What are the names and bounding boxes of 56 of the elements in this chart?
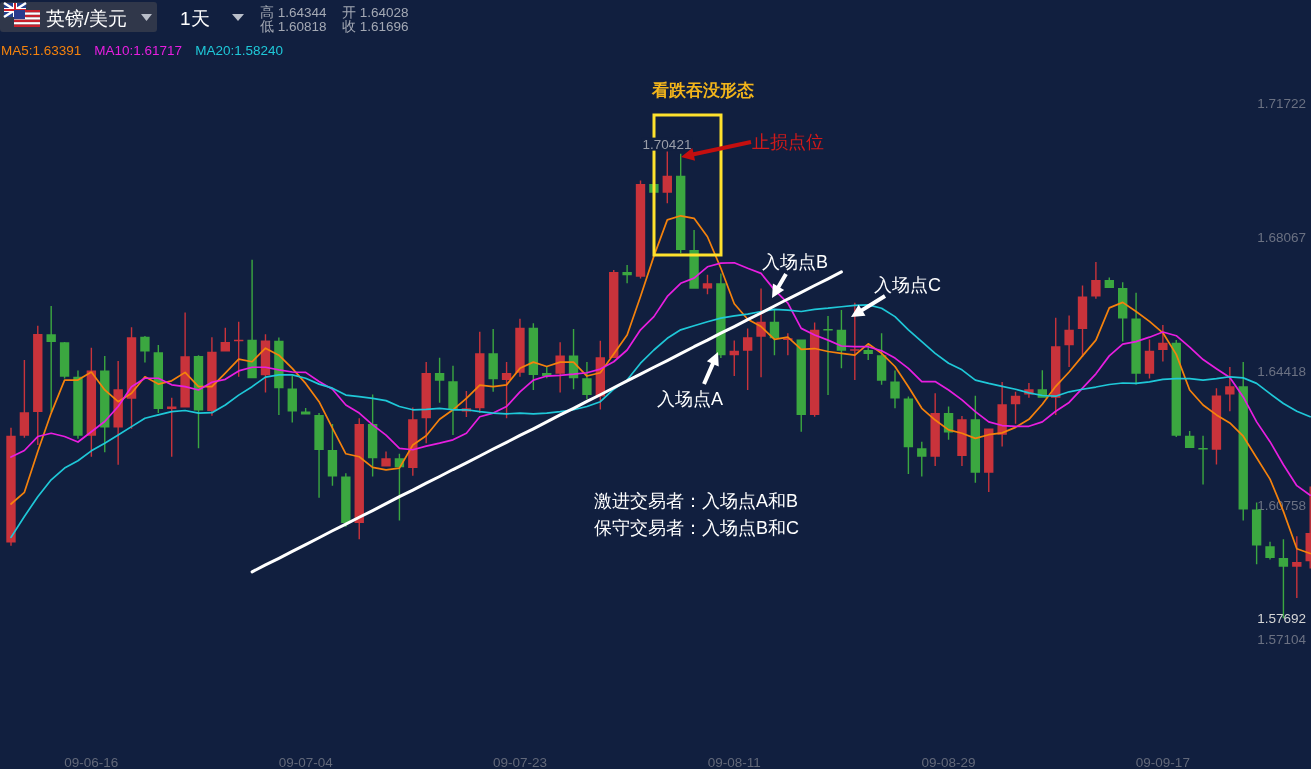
candlestick xyxy=(1091,262,1101,299)
annotation: 1.70421 xyxy=(642,136,692,152)
chart-title: 英镑/美元 xyxy=(46,8,128,29)
annotation: 激进交易者：入场点A和B xyxy=(594,491,799,511)
x-tick-label: 09-07-04 xyxy=(278,755,334,769)
candlestick xyxy=(341,473,351,527)
x-tick-label: 09-08-11 xyxy=(707,755,761,769)
candlestick xyxy=(1198,435,1208,485)
candlestick xyxy=(1265,541,1275,560)
x-tick-label: 09-08-29 xyxy=(921,755,976,769)
y-tick-label: 1.71722 xyxy=(1257,96,1306,112)
text: 看跌吞没形态 xyxy=(651,81,754,100)
candlestick xyxy=(582,362,592,400)
annotation: 入场点C xyxy=(874,275,941,295)
candlestick xyxy=(140,336,150,363)
candlestick xyxy=(890,370,900,409)
text: 收 1.61696 xyxy=(342,19,409,34)
candlestick xyxy=(555,342,565,393)
text: 开 1.64028 xyxy=(342,5,409,20)
candlestick xyxy=(515,318,525,377)
candlestick xyxy=(6,427,16,546)
candlestick xyxy=(997,381,1007,447)
candlestick xyxy=(46,306,56,412)
y-tick-label: 1.57104 xyxy=(1257,632,1307,648)
candlestick xyxy=(1131,292,1141,385)
x-tick-label: 09-09-17 xyxy=(1135,755,1190,769)
x-tick-label: 09-07-23 xyxy=(492,755,547,769)
candlestick xyxy=(1158,325,1168,362)
y-tick-label: 1.64418 xyxy=(1257,364,1306,380)
candlestick xyxy=(930,393,940,466)
text: 低 1.60818 xyxy=(260,19,327,34)
candlestick xyxy=(247,259,257,379)
candlestick xyxy=(73,370,83,439)
candlestick xyxy=(180,312,190,408)
candlestick xyxy=(1292,536,1302,598)
chart-subtitle: 1天 xyxy=(180,8,210,29)
x-tick-label: 09-06-16 xyxy=(64,755,119,769)
candlestick xyxy=(1225,366,1235,412)
annotation: 止损点位 xyxy=(752,132,824,152)
annotation: 1.57692 xyxy=(1257,610,1306,626)
candlestick xyxy=(1064,315,1074,367)
line-series xyxy=(250,270,843,574)
annotation: 入场点B xyxy=(762,252,829,272)
candlestick xyxy=(314,413,324,498)
y-tick-label: 1.68067 xyxy=(1257,230,1306,246)
candlestick xyxy=(957,416,967,466)
candlestick xyxy=(488,329,498,392)
candlestick xyxy=(622,264,632,284)
legend: MA5:1.63391 MA10:1.61717 MA20:1.58240 xyxy=(1,43,283,58)
text: 高 1.64344 xyxy=(260,5,328,20)
candlestick xyxy=(448,365,458,436)
candlestick xyxy=(823,315,833,396)
candlestick xyxy=(381,451,391,467)
annotation: 保守交易者：入场点B和C xyxy=(594,518,800,538)
line-series xyxy=(10,214,1311,555)
annotation: 入场点A xyxy=(657,389,724,409)
